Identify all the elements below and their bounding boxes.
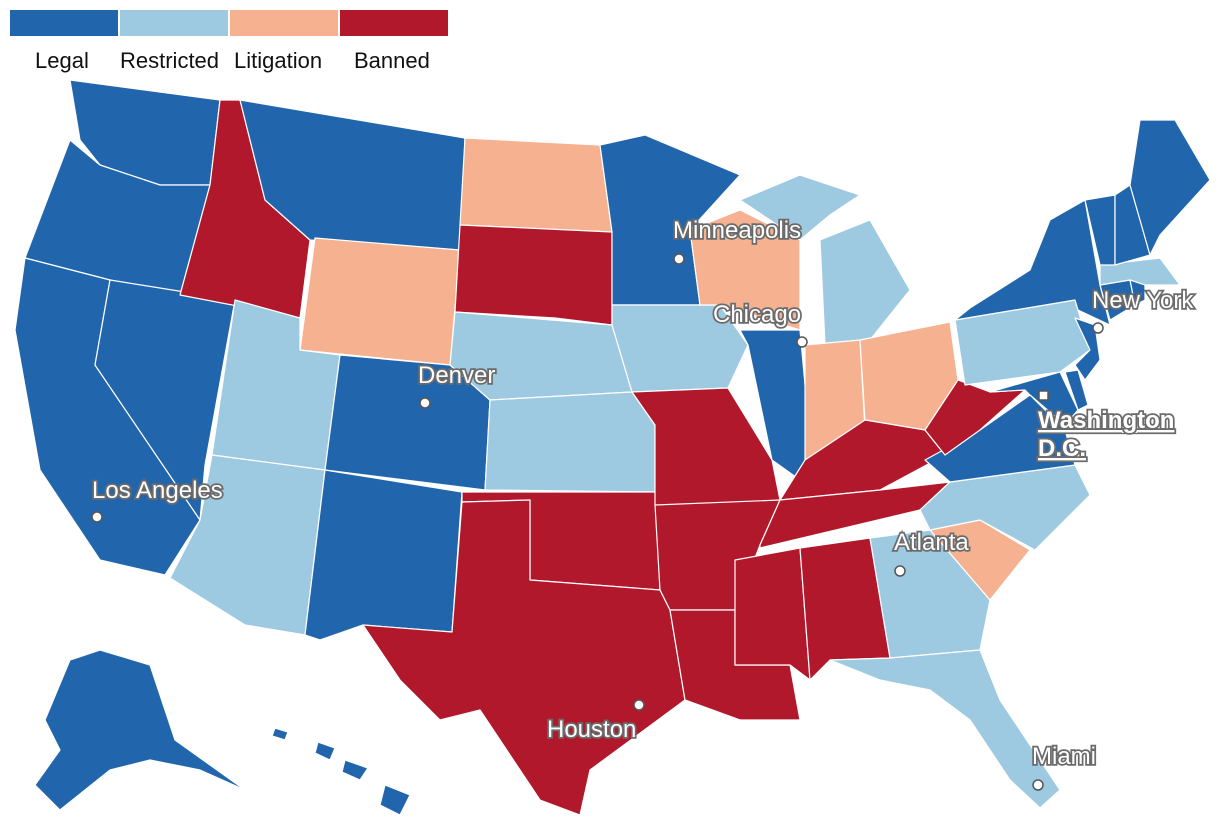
city-label-chicago: Chicago xyxy=(713,301,801,328)
legend-swatch-litigation xyxy=(230,10,338,36)
map-legend: Legal Restricted Litigation Banned xyxy=(10,10,450,73)
new-york-marker xyxy=(1092,322,1104,334)
legend-label-banned: Banned xyxy=(354,48,430,73)
state-massachusetts xyxy=(1099,257,1181,286)
state-new-york xyxy=(954,199,1111,326)
legend-swatch-banned xyxy=(340,10,448,36)
city-label-minneapolis: Minneapolis xyxy=(673,217,801,244)
legend-label-legal: Legal xyxy=(35,48,89,73)
state-mississippi xyxy=(734,547,811,681)
atlanta-marker xyxy=(894,565,906,577)
legend-swatch-legal xyxy=(10,10,118,36)
state-wyoming xyxy=(299,237,461,366)
state-kansas xyxy=(484,391,656,493)
miami-marker xyxy=(1032,779,1044,791)
city-label-los-angeles: Los Angeles xyxy=(92,477,223,504)
state-hawaii xyxy=(271,727,411,816)
legend-label-restricted: Restricted xyxy=(120,48,220,73)
state-new-mexico xyxy=(304,469,463,641)
city-label-new-york: New York xyxy=(1092,287,1194,314)
denver-marker xyxy=(419,397,431,409)
los-angeles-marker xyxy=(91,511,103,523)
city-label-miami: Miami xyxy=(1032,743,1096,770)
state-georgia xyxy=(869,529,991,659)
city-label-dc: D.C. xyxy=(1038,435,1086,462)
city-label-washington: Washington xyxy=(1038,407,1174,434)
city-label-atlanta: Atlanta xyxy=(894,529,969,556)
state-michigan xyxy=(739,174,911,346)
chicago-marker xyxy=(796,336,808,348)
houston-marker xyxy=(633,699,645,711)
state-south-dakota xyxy=(454,224,613,326)
state-texas xyxy=(362,499,686,816)
state-delaware xyxy=(1064,369,1089,411)
legend-swatch-restricted xyxy=(120,10,228,36)
minneapolis-marker xyxy=(673,253,685,265)
washington-dc-marker xyxy=(1038,390,1049,401)
state-maine xyxy=(1129,119,1211,256)
state-maryland xyxy=(989,371,1079,426)
state-florida xyxy=(829,649,1061,809)
legend-label-litigation: Litigation xyxy=(234,48,323,73)
city-label-houston: Houston xyxy=(547,716,636,743)
state-alaska xyxy=(34,649,246,811)
state-north-dakota xyxy=(459,137,613,233)
city-label-denver: Denver xyxy=(418,362,495,389)
